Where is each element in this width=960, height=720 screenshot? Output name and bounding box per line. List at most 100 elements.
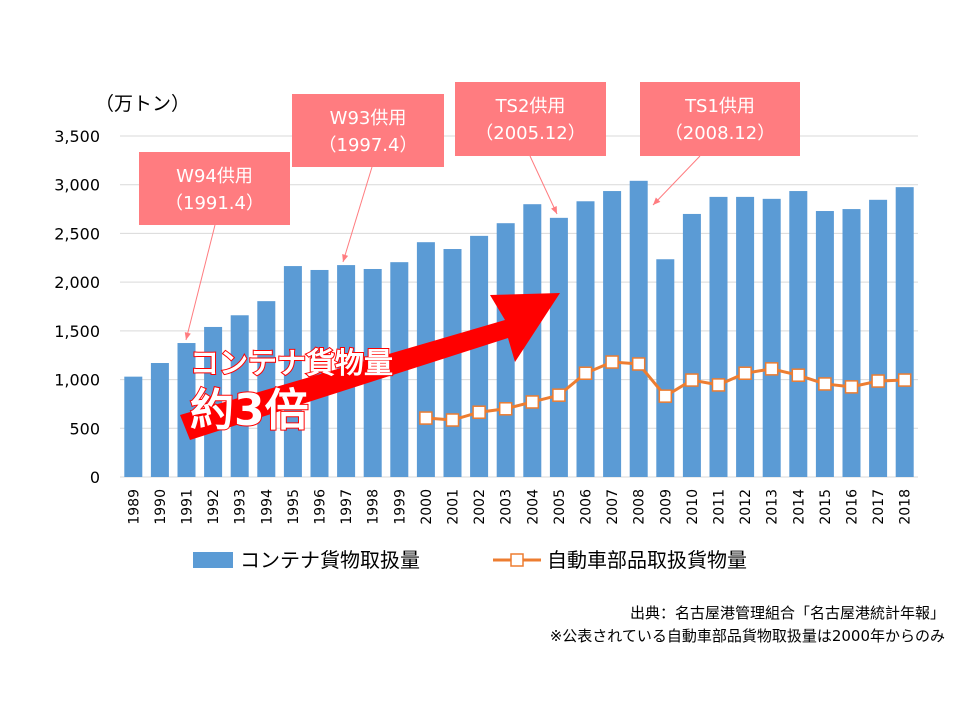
legend-line-marker [510, 553, 524, 567]
growth-arrow [180, 293, 560, 440]
callout-date: （2008.12） [665, 123, 775, 144]
footnote: ※公表されている自動車部品貨物取扱量は2000年からのみ [549, 627, 945, 645]
x-tick-label: 2014 [791, 489, 807, 525]
bar [603, 191, 622, 477]
x-tick-label: 2012 [738, 489, 754, 525]
x-tick-label: 1994 [259, 489, 275, 525]
x-tick-label: 1997 [339, 489, 355, 525]
line-marker [525, 395, 540, 409]
x-tick-label: 2000 [419, 489, 435, 525]
bar [283, 266, 302, 477]
x-tick-label: 2017 [871, 489, 887, 525]
x-tick-label: 2004 [525, 489, 541, 525]
y-tick-label: 2,500 [54, 224, 100, 243]
y-tick-label: 1,000 [54, 371, 100, 390]
x-tick-label: 1998 [366, 489, 382, 525]
callout-box [292, 94, 444, 167]
y-tick-label: 3,000 [54, 176, 100, 195]
legend-line-label: 自動車部品取扱貨物量 [547, 548, 747, 572]
callout-box [139, 152, 290, 225]
callout-arrowhead [342, 254, 349, 262]
line-marker [419, 411, 433, 425]
line-marker [764, 362, 779, 376]
unit-label: （万トン） [95, 93, 190, 115]
x-tick-label: 1995 [286, 489, 302, 525]
bar [869, 199, 888, 477]
legend-bar-swatch [193, 552, 233, 568]
callout-pointer [652, 155, 701, 206]
bar [523, 204, 542, 477]
bar [576, 201, 595, 477]
bar [549, 217, 568, 477]
line-marker [818, 377, 832, 391]
y-tick-label: 0 [90, 468, 100, 487]
line-marker [658, 389, 673, 403]
x-tick-label: 2005 [552, 489, 568, 525]
callout-title: W94供用 [176, 166, 253, 187]
line-marker [711, 378, 726, 392]
bar [736, 196, 755, 477]
x-tick-label: 2009 [658, 489, 674, 525]
x-tick-label: 2003 [499, 489, 515, 525]
bar [709, 196, 728, 477]
x-tick-label: 1992 [206, 489, 222, 525]
callout-box [640, 82, 800, 156]
bar [815, 211, 834, 477]
bar [682, 213, 701, 477]
line-marker [498, 402, 513, 416]
x-tick-label: 2006 [579, 489, 595, 525]
x-tick-label: 2018 [898, 489, 914, 525]
callout-arrowhead [551, 206, 557, 214]
bar [470, 235, 489, 477]
bar [177, 343, 196, 477]
callout-arrowhead [653, 197, 661, 205]
line-marker [791, 368, 806, 382]
x-tick-label: 2001 [446, 489, 462, 525]
line-marker [871, 374, 885, 388]
x-tick-label: 2007 [605, 489, 621, 525]
callout-title: TS1供用 [684, 96, 755, 117]
x-tick-label: 1996 [313, 489, 329, 525]
callout-date: （1997.4） [319, 135, 418, 156]
x-tick-label: 1999 [392, 489, 408, 525]
bar [443, 249, 462, 477]
callout-pointer [185, 224, 216, 341]
line-marker [844, 380, 859, 394]
line-marker [631, 357, 646, 371]
callout-pointer [342, 166, 373, 263]
bar [257, 301, 276, 477]
bar [895, 187, 914, 477]
y-tick-label: 1,500 [54, 322, 100, 341]
x-tick-label: 2002 [472, 489, 488, 525]
x-tick-label: 1993 [233, 489, 249, 525]
source-note: 出典：名古屋港管理組合「名古屋港統計年報」 [629, 604, 945, 622]
callout-date: （2005.12） [475, 123, 585, 144]
callout-date: （1991.4） [165, 193, 264, 214]
y-tick-label: 2,000 [54, 273, 100, 292]
y-tick-label: 500 [69, 419, 100, 438]
line-marker [472, 405, 486, 419]
callout-box [455, 82, 606, 156]
bar [656, 259, 675, 477]
x-tick-label: 1989 [126, 489, 142, 525]
bar [150, 363, 169, 477]
line-marker [445, 413, 460, 427]
bar [124, 376, 143, 477]
legend-bar-label: コンテナ貨物取扱量 [240, 548, 420, 572]
x-tick-label: 2011 [712, 489, 728, 525]
bar [842, 209, 861, 478]
line-marker [897, 373, 912, 387]
line-marker [552, 388, 566, 402]
callout-title: TS2供用 [495, 96, 566, 117]
bar [762, 198, 781, 477]
callout-pointer [529, 155, 558, 215]
x-tick-label: 2010 [685, 489, 701, 525]
line-marker [605, 355, 619, 369]
x-tick-label: 2016 [845, 489, 861, 525]
bar [204, 326, 223, 477]
x-tick-label: 2008 [632, 489, 648, 525]
x-tick-label: 1990 [153, 489, 169, 525]
y-tick-label: 3,500 [54, 127, 100, 146]
callout-title: W93供用 [330, 108, 407, 129]
